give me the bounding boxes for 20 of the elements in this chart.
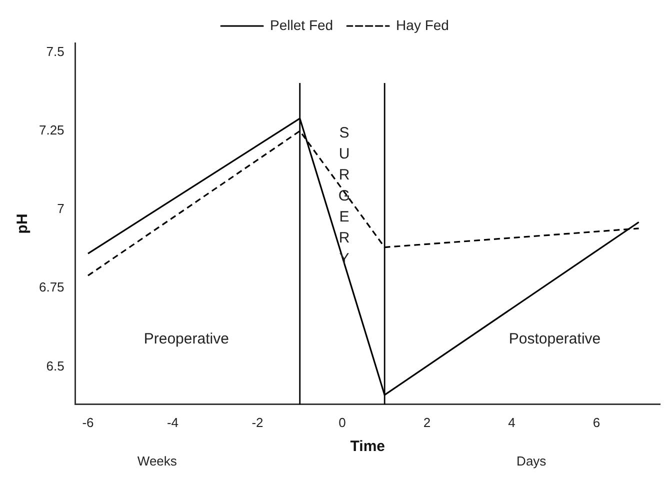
legend-label: Pellet Fed — [270, 16, 334, 33]
x-tick-label: 6 — [592, 414, 600, 430]
x-tick-label: 2 — [423, 414, 431, 430]
x-tick-label: 4 — [508, 414, 516, 430]
legend-label: Hay Fed — [396, 16, 449, 33]
y-tick-label: 6.5 — [46, 358, 64, 374]
annotation: Preoperative — [144, 330, 229, 348]
y-tick-label: 6.75 — [38, 280, 64, 295]
y-tick-label: 7.25 — [38, 122, 64, 138]
x-tick-label: -6 — [82, 414, 94, 430]
x-tick-label: -4 — [166, 414, 179, 430]
annotation: Postoperative — [508, 330, 601, 348]
text: Weeks — [137, 454, 178, 469]
y-tick-label: 7 — [57, 201, 64, 216]
x-axis-title: Time — [350, 438, 386, 456]
x-tick-label: 0 — [338, 414, 346, 430]
y-tick-label: 7.5 — [46, 44, 64, 60]
text: Days — [516, 454, 547, 469]
y-axis-title: pH — [14, 214, 32, 234]
x-tick-label: -2 — [252, 414, 264, 430]
